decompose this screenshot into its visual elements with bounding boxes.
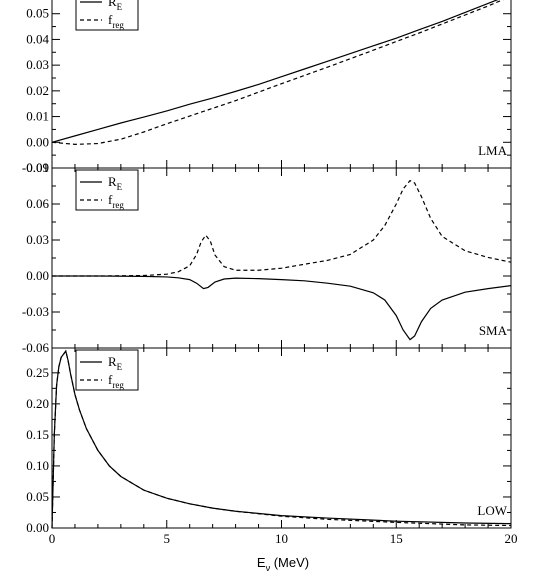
y-tick-label: 0.04 — [26, 31, 49, 46]
y-tick-label: -0.03 — [22, 304, 49, 319]
x-tick-label: 5 — [164, 531, 171, 546]
legend-label: freg — [108, 372, 124, 390]
x-tick-label: 15 — [390, 531, 403, 546]
x-axis-title: Eν (MeV) — [257, 555, 309, 572]
x-axis-title-sub: ν — [266, 563, 271, 572]
y-tick-label: 0.09 — [26, 160, 49, 175]
y-tick-label: 0.00 — [26, 520, 49, 535]
y-tick-label: 0.05 — [26, 6, 49, 21]
y-tick-label: 0.25 — [26, 365, 49, 380]
legend-box — [75, 169, 139, 211]
y-tick-label: -0.01 — [22, 160, 49, 175]
series-line-f-reg — [52, 179, 512, 277]
series-line-r-e — [52, 275, 512, 341]
legend-box — [75, 0, 139, 31]
x-tick-label: 20 — [505, 531, 518, 546]
x-tick-label: 10 — [275, 531, 288, 546]
y-tick-label: 0.03 — [26, 57, 49, 72]
y-tick-label: 0.00 — [26, 134, 49, 149]
x-axis-title-unit: (MeV) — [270, 555, 309, 570]
y-tick-label: 0.15 — [26, 427, 49, 442]
series-line-r-e — [51, 0, 499, 143]
y-tick-label: 0.03 — [26, 232, 49, 247]
legend-label: freg — [108, 12, 124, 30]
panel-label: LOW — [477, 503, 507, 518]
y-tick-label: 0.00 — [26, 268, 49, 283]
y-tick-label: 0.06 — [26, 196, 49, 211]
x-tick-label: 0 — [49, 531, 56, 546]
y-tick-label: 0.20 — [26, 396, 49, 411]
y-tick-label: 0.02 — [26, 83, 49, 98]
y-tick-label: -0.06 — [22, 340, 50, 355]
series-line-f-reg — [51, 349, 512, 529]
legend-label: freg — [108, 192, 124, 210]
x-axis-title-main: E — [257, 555, 266, 570]
panels-group: 0.050.040.030.020.010.00-0.01REfregLMA0.… — [22, 0, 512, 535]
x-axis: 0 5 10 15 20 — [49, 531, 518, 546]
y-tick-label: 0.01 — [26, 109, 49, 124]
legend-box — [75, 349, 139, 391]
y-tick-label: 0.10 — [26, 458, 49, 473]
y-tick-label: 0.05 — [26, 489, 49, 504]
legend-label: RE — [108, 0, 123, 12]
panel-label: SMA — [479, 323, 508, 338]
series-line-f-reg — [51, 0, 504, 145]
legend-label: RE — [108, 354, 123, 372]
legend-label: RE — [108, 174, 123, 192]
panel-label: LMA — [478, 143, 508, 158]
